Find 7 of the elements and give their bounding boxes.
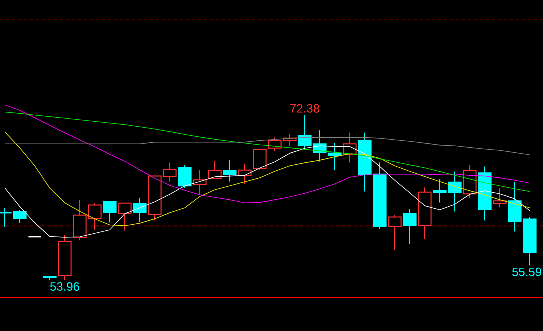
candlestick — [133, 198, 147, 223]
candlestick — [403, 208, 417, 245]
annotation: 53.96 — [50, 282, 80, 291]
candlestick — [418, 187, 432, 240]
annotation: 55.59 — [512, 268, 542, 276]
candlestick — [478, 166, 492, 222]
annotation: 72.38 — [290, 104, 320, 113]
